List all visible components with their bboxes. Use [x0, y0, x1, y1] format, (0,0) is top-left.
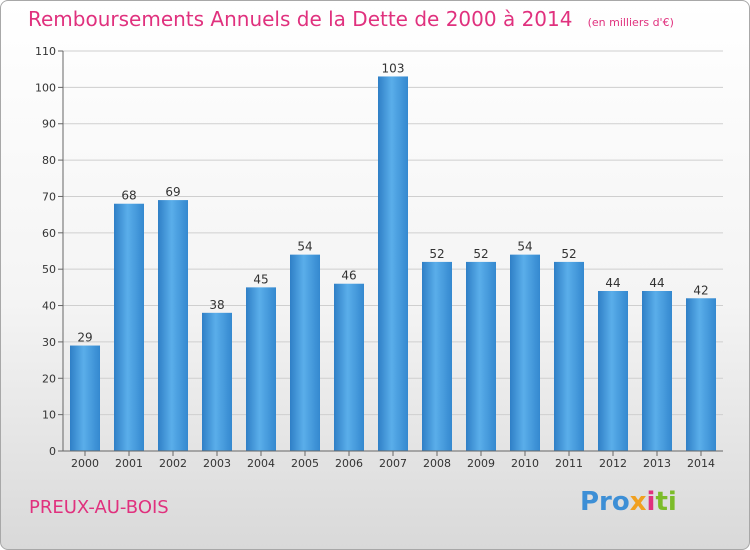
bar-value-label: 69	[165, 185, 180, 199]
y-tick-label: 0	[49, 445, 56, 458]
y-tick-label: 100	[35, 81, 56, 94]
bar-value-label: 68	[121, 189, 136, 203]
bar	[70, 345, 100, 451]
y-tick-label: 60	[42, 227, 56, 240]
chart-subtitle: (en milliers d'€)	[587, 16, 674, 29]
x-tick-label: 2007	[379, 457, 407, 470]
bar	[642, 291, 672, 451]
y-tick-label: 50	[42, 263, 56, 276]
y-tick-label: 20	[42, 372, 56, 385]
bar	[422, 261, 452, 451]
x-tick-label: 2011	[555, 457, 583, 470]
bar	[114, 203, 144, 451]
bar	[686, 298, 716, 451]
x-tick-label: 2004	[247, 457, 275, 470]
bar	[202, 312, 232, 451]
bar-value-label: 52	[473, 247, 488, 261]
y-tick-label: 40	[42, 300, 56, 313]
bar-value-label: 52	[429, 247, 444, 261]
chart-title: Remboursements Annuels de la Dette de 20…	[28, 7, 573, 31]
bar	[334, 283, 364, 451]
y-tick-label: 70	[42, 190, 56, 203]
x-tick-label: 2014	[687, 457, 715, 470]
x-tick-label: 2010	[511, 457, 539, 470]
bar	[158, 200, 188, 451]
bar	[378, 76, 408, 452]
axes: 0 10 20 30 40 50 60 70 80 90 100 110 2000 2001 2002 200…	[35, 45, 723, 470]
x-tick-label: 2012	[599, 457, 627, 470]
x-tick-label: 2003	[203, 457, 231, 470]
x-tick-label: 2002	[159, 457, 187, 470]
bar-value-label: 103	[382, 61, 405, 75]
bar	[598, 291, 628, 451]
proxiti-logo: Proxiti	[580, 487, 677, 517]
place-name: PREUX-AU-BOIS	[29, 497, 169, 518]
bar-value-label: 44	[649, 276, 664, 290]
x-tick-label: 2006	[335, 457, 363, 470]
bar-value-label: 52	[561, 247, 576, 261]
x-tick-label: 2013	[643, 457, 671, 470]
x-tick-label: 2000	[71, 457, 99, 470]
y-tick-label: 110	[35, 45, 56, 58]
bar-value-label: 42	[693, 283, 708, 297]
logo-part-4: ti	[655, 487, 677, 517]
x-tick-label: 2008	[423, 457, 451, 470]
x-tick-label: 2001	[115, 457, 143, 470]
bar-value-label: 29	[77, 331, 92, 345]
bar	[466, 261, 496, 451]
bar-value-label: 45	[253, 272, 268, 286]
y-tick-label: 30	[42, 336, 56, 349]
logo-part-1: Pro	[580, 487, 630, 517]
title-block: Remboursements Annuels de la Dette de 20…	[28, 7, 674, 31]
y-tick-label: 80	[42, 154, 56, 167]
bar	[290, 254, 320, 451]
y-tick-label: 10	[42, 409, 56, 422]
bar	[246, 287, 276, 451]
bar-value-label: 38	[209, 298, 224, 312]
x-tick-label: 2009	[467, 457, 495, 470]
bar	[510, 254, 540, 451]
bar-value-label: 46	[341, 269, 356, 283]
logo-part-2: x	[629, 487, 647, 517]
bar-value-label: 54	[297, 240, 312, 254]
bar-value-label: 44	[605, 276, 620, 290]
logo-part-3: i	[646, 487, 656, 517]
y-tick-label: 90	[42, 118, 56, 131]
bars: 29 68 69 38 45 54 46 103 52 52 54 52 44 44 42	[70, 61, 716, 452]
x-tick-label: 2005	[291, 457, 319, 470]
bar-value-label: 54	[517, 240, 532, 254]
bar	[554, 261, 584, 451]
